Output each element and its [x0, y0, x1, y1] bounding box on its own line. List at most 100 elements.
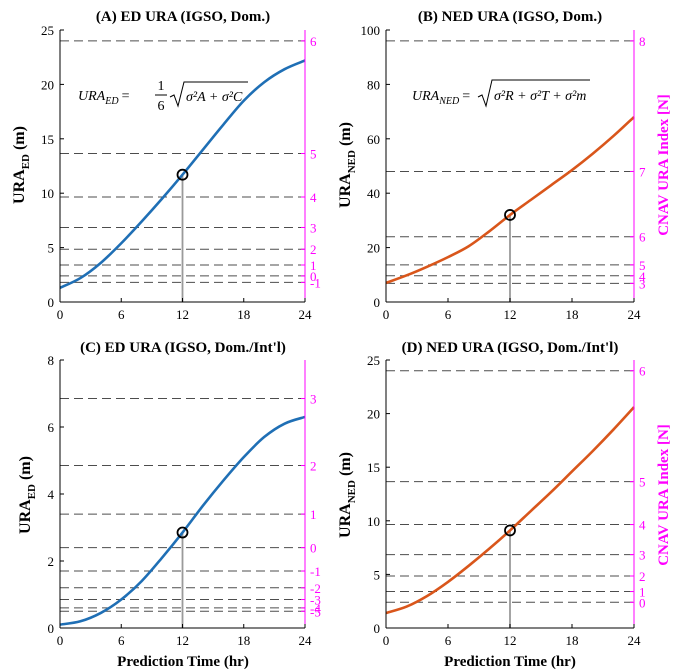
panel-c-ytick-label-2: 4 — [48, 487, 55, 502]
panel-d-index-tick-label-4: 4 — [639, 518, 646, 533]
panel-c-ytick-label-4: 8 — [48, 353, 55, 368]
panel-c-index-tick-label-5: 0 — [310, 541, 317, 556]
panel-b-plot: 0 6 12 18 24 0 20 40 60 80 100 345 6 7 8 — [361, 23, 647, 322]
panel-d-ylabel: URANED (m) — [337, 452, 358, 538]
panel-b-ytick-label-3: 60 — [367, 132, 380, 147]
panel-b-xtick-label-0: 0 — [383, 307, 390, 322]
panel-b-series-line-0 — [385, 116, 635, 285]
panel-c-title: (C) ED URA (IGSO, Dom./Int'l) — [80, 340, 286, 356]
panel-d-ytick-label-4: 20 — [367, 407, 380, 422]
panel-b-index-tick-label-0: 3 — [639, 276, 646, 291]
panel-b-index-tick-label-1: 4 — [639, 269, 646, 284]
panel-b-ytick-label-2: 40 — [367, 186, 380, 201]
panel-a-ytick-label-0: 0 — [48, 295, 55, 310]
panel-c-xtick-label-1: 6 — [118, 633, 125, 648]
panel-d-index-tick-label-5: 5 — [639, 475, 646, 490]
panel-c-index-tick-label-8: 3 — [310, 392, 317, 407]
panel-a-ytick-label-5: 25 — [41, 23, 54, 38]
panel-a-index-tick-label-6: 5 — [310, 146, 317, 161]
panel-a-index-tick-label-0: -1 — [310, 275, 321, 290]
panel-a-index-tick-label-1: 0 — [310, 269, 317, 284]
panel-c-marker-point — [176, 526, 189, 539]
panel-a-ytick-label-1: 5 — [48, 241, 55, 256]
panel-b-ytick-label-4: 80 — [367, 77, 380, 92]
panel-a-xtick-label-3: 18 — [237, 307, 250, 322]
panel-a-xtick-label-2: 12 — [176, 307, 189, 322]
panel-d-index-tick-label-1: 1 — [639, 585, 646, 600]
panel-a-marker-point — [176, 168, 189, 181]
panel-b-ylabel: URANED (m) — [337, 122, 358, 208]
panel-b-xtick-label-2: 12 — [504, 307, 517, 322]
svg-text:URAED=: URAED = — [78, 89, 130, 107]
panel-d-title: (D) NED URA (IGSO, Dom./Int'l) — [402, 340, 619, 356]
panel-d-xtick-label-1: 6 — [445, 633, 452, 648]
panel-c-index-tick-label-0: -5 — [310, 604, 321, 619]
panel-d-xtick-label-0: 0 — [383, 633, 390, 648]
panel-b-marker-point — [504, 209, 516, 221]
panel-b-ytick-label-0: 0 — [374, 295, 381, 310]
formula-ed: URAED = 1 6 σ²A + σ²C — [78, 79, 248, 114]
svg-text:1: 1 — [158, 79, 165, 94]
panel-b-title: (B) NED URA (IGSO, Dom.) — [418, 9, 602, 25]
panel-a-index-tick-label-5: 4 — [310, 190, 317, 205]
panel-a-ylabel: URAED (m) — [11, 126, 32, 204]
panel-c-ytick-label-1: 2 — [48, 554, 55, 569]
panel-b-xtick-label-1: 6 — [445, 307, 452, 322]
panel-c-index-tick-label-4: -1 — [310, 564, 321, 579]
svg-text:6: 6 — [158, 99, 165, 114]
panel-a-index-tick-label-7: 6 — [310, 34, 317, 49]
panel-c-xtick-label-0: 0 — [57, 633, 64, 648]
panel-d-index-tick-label-0: 0 — [639, 595, 646, 610]
panel-d-index-tick-label-2: 2 — [639, 569, 646, 584]
svg-text:σ²A + σ²C: σ²A + σ²C — [186, 90, 243, 105]
panel-b-right-label: CNAV URA Index [N] — [656, 94, 672, 236]
panel-d-ytick-label-3: 15 — [367, 460, 380, 475]
panel-b-xtick-label-4: 24 — [628, 307, 642, 322]
panel-d-xtick-label-4: 24 — [628, 633, 642, 648]
panel-c-xtick-label-4: 24 — [299, 633, 313, 648]
panel-d-marker-point — [504, 524, 516, 537]
panel-a-ytick-label-4: 20 — [41, 77, 54, 92]
formula-ned: URANED = σ²R + σ²T + σ²m — [412, 79, 590, 108]
panel-b-index-tick-label-3: 6 — [639, 230, 646, 245]
panel-d-ytick-label-0: 0 — [374, 621, 381, 636]
panel-a-title: (A) ED URA (IGSO, Dom.) — [96, 9, 270, 25]
panel-c-series-line-0 — [59, 415, 306, 626]
panel-c-index-tick-label-7: 2 — [310, 459, 317, 474]
panel-b-index-tick-label-5: 8 — [639, 34, 646, 49]
svg-text:URANED=: URANED = — [412, 89, 470, 107]
panel-a-index-tick-label-2: 1 — [310, 258, 317, 273]
panel-c-index-tick-label-1: -4 — [310, 601, 321, 616]
panel-a-series-line-0 — [59, 59, 306, 290]
panel-d-index-tick-label-6: 6 — [639, 364, 646, 379]
panel-d-index-tick-label-3: 3 — [639, 548, 646, 563]
panel-a-xtick-label-1: 6 — [118, 307, 125, 322]
panel-d-xtick-label-2: 12 — [504, 633, 517, 648]
panel-a-ytick-label-2: 10 — [41, 186, 54, 201]
panel-d-ytick-label-2: 10 — [367, 514, 380, 529]
panel-a-index-tick-label-3: 2 — [310, 242, 317, 257]
panel-d-xlabel: Prediction Time (hr) — [444, 654, 576, 670]
panel-c-xtick-label-2: 12 — [176, 633, 189, 648]
panel-d-xtick-label-3: 18 — [566, 633, 579, 648]
panel-b-index-tick-label-2: 5 — [639, 258, 646, 273]
panel-d-series-line-0 — [385, 406, 635, 615]
panel-a-ytick-label-3: 15 — [41, 132, 54, 147]
panel-b-xtick-label-3: 18 — [566, 307, 579, 322]
panel-c-index-tick-label-6: 1 — [310, 507, 317, 522]
panel-c-index-tick-label-3: -2 — [310, 581, 321, 596]
panel-c-xtick-label-3: 18 — [237, 633, 250, 648]
panel-c-ytick-label-0: 0 — [48, 621, 55, 636]
panel-b-ytick-label-5: 100 — [361, 23, 381, 38]
panel-a-xtick-label-4: 24 — [299, 307, 313, 322]
panel-c-xlabel: Prediction Time (hr) — [117, 654, 249, 670]
panel-b-index-tick-label-4: 7 — [639, 164, 646, 179]
panel-b-ytick-label-1: 20 — [367, 241, 380, 256]
panel-c-ytick-label-3: 6 — [48, 420, 55, 435]
panel-d-ytick-label-1: 5 — [374, 567, 381, 582]
panel-c-index-tick-label-2: -3 — [310, 593, 321, 608]
